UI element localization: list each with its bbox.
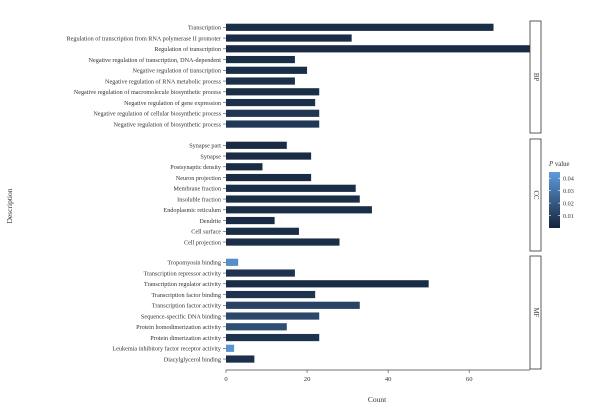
bar xyxy=(226,355,255,363)
y-tick-label: Tropomyosin binding xyxy=(167,260,221,267)
y-tick-label: Transcription xyxy=(188,25,221,32)
legend-tick-label: 0.03 xyxy=(563,188,574,195)
facet-strip-label: CC xyxy=(532,190,539,200)
y-tick-label: Negative regulation of transcription, DN… xyxy=(89,57,222,64)
y-tick-label: Leukemia inhibitory factor receptor acti… xyxy=(112,346,221,353)
y-tick-label: Sequence-specific DNA binding xyxy=(141,313,221,320)
bar xyxy=(226,269,295,277)
legend-tick-label: 0.02 xyxy=(563,200,574,207)
y-tick-label: Protein dimerization activity xyxy=(150,335,222,342)
y-tick-label: Cell projection xyxy=(184,239,221,246)
bar xyxy=(226,301,360,309)
y-tick-label: Diacylglycerol binding xyxy=(164,356,221,363)
y-tick-label: Negative regulation of macromolecule bio… xyxy=(74,89,222,96)
bar xyxy=(226,280,429,288)
y-tick-label: Neuron projection xyxy=(176,175,221,182)
legend-tick-label: 0.04 xyxy=(563,175,574,182)
bar xyxy=(226,66,308,74)
legend-title: P value xyxy=(548,161,570,168)
x-tick-label: 60 xyxy=(466,376,473,383)
y-tick-label: Transcription regulator activity xyxy=(144,281,222,288)
y-tick-label: Dendrite xyxy=(199,218,221,225)
bar xyxy=(226,88,320,96)
facet-strip-label: MF xyxy=(532,308,539,318)
bar xyxy=(226,109,320,117)
bar xyxy=(226,23,494,31)
bar xyxy=(226,141,287,149)
bar xyxy=(226,323,287,331)
bar xyxy=(226,173,312,182)
y-tick-label: Negative regulation of cellular biosynth… xyxy=(93,111,221,118)
bar xyxy=(226,98,316,107)
facet-strip xyxy=(529,20,542,134)
y-tick-label: Synapse part xyxy=(189,143,221,150)
x-axis-label: Count xyxy=(368,395,387,404)
y-tick-label: Negative regulation of gene expression xyxy=(124,100,221,107)
bar xyxy=(226,45,530,53)
bar xyxy=(226,34,352,42)
y-tick-label: Endoplasmic reticulum xyxy=(163,207,221,214)
y-tick-label: Regulation of transcription xyxy=(154,46,221,53)
color-legend: P value 0.01 0.02 0.03 0.04 xyxy=(548,161,574,228)
y-tick-label: Regulation of transcription from RNA pol… xyxy=(67,35,221,42)
bar xyxy=(226,216,275,225)
axes: Transcription Regulation of transcription… xyxy=(67,25,530,383)
bar xyxy=(226,238,340,246)
y-tick-label: Membrane fraction xyxy=(173,186,221,193)
bar xyxy=(226,206,372,214)
y-tick-label: Negative regulation of transcription xyxy=(133,68,222,75)
y-tick-label: Transcription repressor activity xyxy=(144,270,222,277)
plot-area xyxy=(226,23,530,363)
facet-strip xyxy=(529,138,542,252)
facet-strip xyxy=(529,255,542,370)
bar xyxy=(226,312,320,320)
legend-color-bar xyxy=(549,172,560,228)
bar xyxy=(226,120,320,128)
y-axis-label: Description xyxy=(5,188,14,223)
bar xyxy=(226,55,295,64)
y-tick-label: Postsynaptic density xyxy=(170,164,222,171)
bar xyxy=(226,152,312,160)
y-tick-label: Negative regulation of biosynthetic proc… xyxy=(113,121,221,128)
y-tick-label: Negative regulation of RNA metabolic pro… xyxy=(105,78,222,85)
x-tick-label: 40 xyxy=(385,376,392,383)
bar xyxy=(226,333,320,342)
y-tick-label: Synapse xyxy=(200,153,221,160)
facet-strip-label: BP xyxy=(532,73,539,82)
x-tick-label: 20 xyxy=(304,376,311,383)
bar xyxy=(226,227,299,235)
bar xyxy=(226,195,360,203)
x-tick-label: 0 xyxy=(224,376,228,383)
bar xyxy=(226,163,263,171)
y-tick-label: Cell surface xyxy=(191,229,221,236)
bar xyxy=(226,344,235,352)
y-tick-label: Insoluble fraction xyxy=(177,196,221,203)
legend-tick-label: 0.01 xyxy=(563,213,574,220)
bar xyxy=(226,290,316,299)
y-tick-label: Transcription factor activity xyxy=(152,303,222,310)
y-tick-label: Transcription factor binding xyxy=(151,292,221,299)
bar xyxy=(226,184,356,192)
facet-strips: BP CC MF xyxy=(529,20,542,370)
y-tick-label: Protein homodimerization activity xyxy=(136,324,222,331)
bar xyxy=(226,77,295,85)
bar xyxy=(226,258,239,266)
